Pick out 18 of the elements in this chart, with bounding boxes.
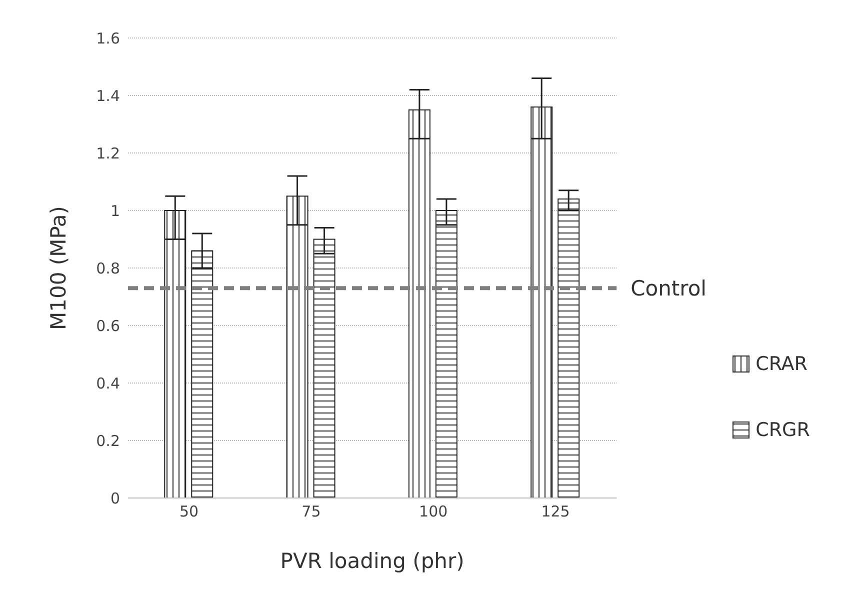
legend-label: CRAR xyxy=(756,353,808,375)
y-tick-label: 1.2 xyxy=(96,144,120,162)
y-tick-label: 0 xyxy=(110,489,120,508)
x-axis-title: PVR loading (phr) xyxy=(280,549,464,573)
y-axis-title: M100 (MPa) xyxy=(46,206,70,330)
x-tick-label: 50 xyxy=(180,502,199,521)
y-tick-label: 1 xyxy=(110,202,120,220)
y-tick-label: 0.6 xyxy=(96,316,120,335)
x-tick-label: 75 xyxy=(302,502,321,521)
y-tick-label: 1.4 xyxy=(96,86,120,105)
x-tick-label: 125 xyxy=(541,502,570,521)
y-tick-label: 0.2 xyxy=(96,432,120,450)
y-tick-label: 0.4 xyxy=(96,374,120,392)
y-tick-label: 1.6 xyxy=(96,29,120,48)
y-tick-label: 0.8 xyxy=(96,259,120,278)
legend-label: CRGR xyxy=(756,419,810,441)
ref-line-label: Control xyxy=(630,276,707,301)
x-tick-label: 100 xyxy=(419,502,448,521)
